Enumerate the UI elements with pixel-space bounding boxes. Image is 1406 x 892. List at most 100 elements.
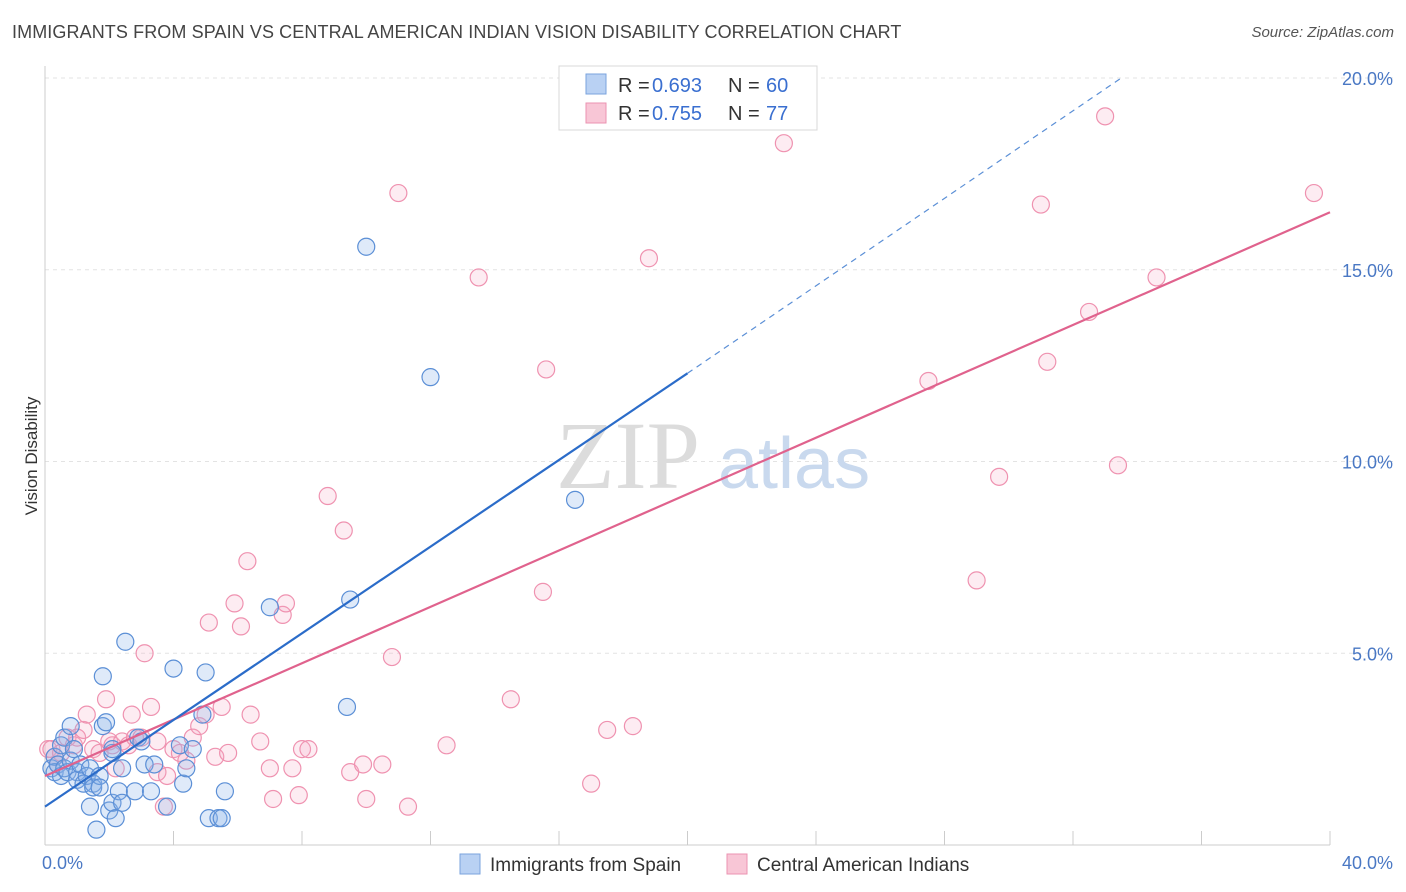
spain-point-35 bbox=[116, 632, 135, 651]
cai-point-75 bbox=[1096, 107, 1115, 126]
legend-r-value-blue: 0.693 bbox=[652, 75, 702, 97]
spain-point-31 bbox=[106, 809, 125, 828]
spain-point-45 bbox=[174, 774, 193, 793]
y-tick-label-0: 5.0% bbox=[1352, 644, 1393, 664]
cai-point-67 bbox=[639, 249, 659, 268]
x-tick-label-max: 40.0% bbox=[1342, 853, 1393, 873]
series-legend-label-cai: Central American Indians bbox=[757, 855, 969, 876]
spain-point-24 bbox=[93, 667, 112, 686]
spain-point-43 bbox=[164, 659, 183, 678]
cai-point-36 bbox=[219, 743, 238, 763]
cai-point-38 bbox=[231, 617, 251, 636]
cai-point-39 bbox=[238, 552, 257, 571]
y-tick-label-3: 20.0% bbox=[1342, 69, 1393, 89]
spain-point-28 bbox=[103, 793, 122, 812]
spain-point-49 bbox=[196, 663, 215, 682]
spain-point-18 bbox=[80, 797, 100, 816]
cai-point-76 bbox=[1108, 456, 1128, 475]
legend-r-value-pink: 0.755 bbox=[652, 103, 702, 125]
cai-point-12 bbox=[96, 690, 116, 709]
data-points bbox=[39, 107, 1324, 839]
spain-point-59 bbox=[565, 490, 585, 509]
cai-point-55 bbox=[373, 755, 392, 774]
cai-point-72 bbox=[1031, 195, 1050, 214]
cai-point-42 bbox=[260, 759, 279, 778]
cai-point-59 bbox=[437, 736, 456, 755]
cai-point-47 bbox=[289, 786, 308, 805]
cai-point-77 bbox=[1147, 268, 1166, 287]
y-tick-label-2: 15.0% bbox=[1342, 261, 1393, 281]
spain-point-42 bbox=[157, 797, 177, 816]
watermark: ZIP atlas bbox=[556, 402, 870, 509]
source-label: Source: ZipAtlas.com bbox=[1251, 24, 1394, 41]
cai-point-54 bbox=[357, 789, 376, 809]
series-legend-label-spain: Immigrants from Spain bbox=[490, 855, 681, 876]
spain-point-33 bbox=[112, 793, 132, 812]
cai-point-65 bbox=[598, 720, 617, 740]
cai-point-33 bbox=[199, 613, 218, 632]
spain-point-52 bbox=[212, 809, 231, 828]
legend-swatch-pink bbox=[585, 102, 607, 124]
spain-point-34 bbox=[112, 759, 132, 778]
correlation-legend: R = 0.693 N = 60 R = 0.755 N = 77 bbox=[558, 65, 818, 131]
cai-point-58 bbox=[398, 797, 418, 816]
trend-line-cai bbox=[44, 211, 1331, 777]
cai-point-66 bbox=[623, 717, 642, 736]
cai-point-50 bbox=[318, 486, 337, 506]
spain-point-50 bbox=[199, 809, 218, 828]
spain-point-11 bbox=[64, 740, 84, 759]
cai-point-43 bbox=[263, 789, 283, 809]
series-legend: Immigrants from Spain Central American I… bbox=[459, 853, 969, 876]
spain-point-39 bbox=[135, 755, 154, 774]
cai-point-63 bbox=[537, 360, 556, 379]
axes bbox=[44, 66, 1331, 846]
cai-point-68 bbox=[774, 134, 793, 153]
cai-point-31 bbox=[190, 717, 209, 736]
spain-point-26 bbox=[96, 713, 116, 732]
series-legend-swatch-cai bbox=[726, 853, 748, 875]
trend-line-spain bbox=[44, 372, 689, 808]
spain-point-47 bbox=[183, 740, 202, 759]
series-legend-swatch-spain bbox=[459, 853, 481, 875]
cai-point-71 bbox=[990, 467, 1009, 486]
legend-n-value-blue: 60 bbox=[766, 75, 788, 97]
spain-point-54 bbox=[260, 598, 279, 617]
cai-point-51 bbox=[334, 521, 353, 540]
legend-r-label-blue: R = bbox=[618, 75, 650, 97]
cai-point-70 bbox=[967, 571, 986, 590]
cai-point-57 bbox=[389, 183, 408, 203]
cai-point-64 bbox=[582, 774, 601, 793]
cai-point-78 bbox=[1304, 183, 1324, 203]
y-tick-label-1: 10.0% bbox=[1342, 453, 1393, 473]
cai-point-60 bbox=[469, 268, 488, 287]
cai-point-45 bbox=[276, 594, 296, 613]
cai-point-73 bbox=[1038, 352, 1057, 371]
spain-point-23 bbox=[90, 778, 109, 797]
spain-point-21 bbox=[87, 820, 106, 839]
spain-point-41 bbox=[145, 755, 164, 774]
spain-point-46 bbox=[177, 759, 196, 778]
legend-n-label-pink: N = bbox=[728, 103, 760, 125]
spain-point-20 bbox=[84, 778, 103, 797]
cai-point-37 bbox=[225, 594, 244, 613]
cai-point-26 bbox=[157, 766, 177, 786]
cai-point-56 bbox=[382, 647, 402, 667]
cai-point-62 bbox=[533, 582, 553, 601]
watermark-atlas: atlas bbox=[718, 424, 870, 504]
y-tick-labels: 5.0% 10.0% 15.0% 20.0% bbox=[1342, 69, 1393, 664]
spain-point-40 bbox=[141, 782, 161, 801]
legend-n-label-blue: N = bbox=[728, 75, 760, 97]
spain-point-58 bbox=[421, 368, 440, 387]
cai-point-23 bbox=[148, 732, 167, 751]
cai-point-53 bbox=[353, 755, 373, 774]
chart-title: IMMIGRANTS FROM SPAIN VS CENTRAL AMERICA… bbox=[12, 22, 902, 42]
spain-point-10 bbox=[61, 717, 80, 736]
x-tick-label-min: 0.0% bbox=[42, 853, 83, 873]
cai-point-48 bbox=[292, 740, 312, 759]
trend-lines bbox=[44, 77, 1331, 808]
cai-point-21 bbox=[135, 644, 154, 663]
spain-point-32 bbox=[109, 782, 128, 801]
spain-point-55 bbox=[337, 697, 357, 717]
cai-point-29 bbox=[177, 751, 196, 770]
spain-point-57 bbox=[357, 237, 376, 256]
